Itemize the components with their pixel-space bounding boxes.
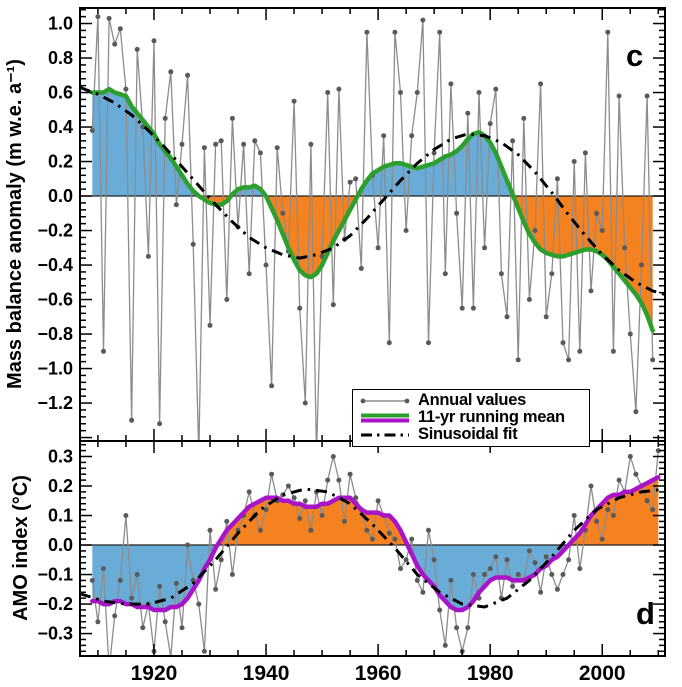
svg-text:−0.4: −0.4 xyxy=(37,255,73,275)
svg-text:−1.2: −1.2 xyxy=(37,393,73,413)
panel-d-y-axis-title: AMO index (°C) xyxy=(10,475,32,621)
svg-text:0.8: 0.8 xyxy=(48,48,73,68)
sinusoidal-fit-line-symbol xyxy=(359,430,411,440)
svg-text:1980: 1980 xyxy=(467,662,514,685)
legend-label-annual-values: Annual values xyxy=(418,391,526,409)
svg-text:−1.0: −1.0 xyxy=(37,359,73,379)
svg-text:0.0: 0.0 xyxy=(48,186,73,206)
panel-c-letter: c xyxy=(626,38,643,73)
svg-text:−0.2: −0.2 xyxy=(37,594,73,614)
legend-item-annual-values: Annual values xyxy=(359,391,583,409)
panel-d-letter: d xyxy=(636,596,655,631)
svg-text:0.1: 0.1 xyxy=(48,506,73,526)
svg-text:0.4: 0.4 xyxy=(48,117,73,137)
panel-c-y-axis-title: Mass balance anomaly (m w.e. a⁻¹) xyxy=(4,59,26,389)
svg-text:−0.6: −0.6 xyxy=(37,290,73,310)
svg-text:1920: 1920 xyxy=(131,662,178,685)
svg-text:−0.1: −0.1 xyxy=(37,565,73,585)
svg-text:1960: 1960 xyxy=(355,662,402,685)
running-mean-line-symbol xyxy=(359,412,411,424)
svg-text:2000: 2000 xyxy=(579,662,626,685)
svg-text:−0.8: −0.8 xyxy=(37,324,73,344)
legend-item-sinusoidal-fit: Sinusoidal fit xyxy=(359,425,583,443)
svg-text:0.0: 0.0 xyxy=(48,535,73,555)
legend-item-running-mean: 11-yr running mean xyxy=(359,408,583,426)
svg-text:0.6: 0.6 xyxy=(48,83,73,103)
svg-text:1940: 1940 xyxy=(243,662,290,685)
svg-text:0.3: 0.3 xyxy=(48,446,73,466)
legend-label-running-mean: 11-yr running mean xyxy=(418,408,565,426)
annual-values-line-symbol xyxy=(359,396,411,406)
legend-box: Annual values 11-yr running mean Sinusoi… xyxy=(352,389,590,447)
plot-layers: 1.0 0.8 0.6 0.4 0.2 0.0 −0.2 −0.4 −0.6 −0.8 −1.0 −1… xyxy=(37,7,666,685)
svg-text:0.2: 0.2 xyxy=(48,152,73,172)
svg-text:0.2: 0.2 xyxy=(48,476,73,496)
svg-text:1.0: 1.0 xyxy=(48,14,73,34)
svg-text:−0.3: −0.3 xyxy=(37,624,73,644)
legend-label-sinusoidal-fit: Sinusoidal fit xyxy=(418,425,518,443)
svg-text:−0.2: −0.2 xyxy=(37,221,73,241)
